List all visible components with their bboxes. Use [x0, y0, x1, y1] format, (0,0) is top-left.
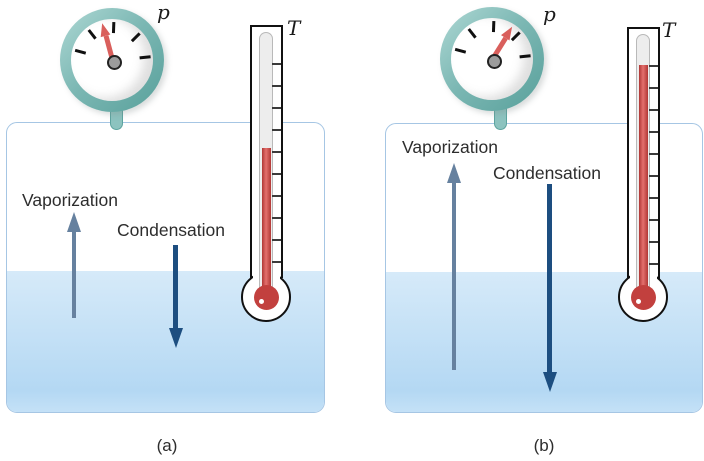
- arrow-down-head: [542, 372, 557, 392]
- thermometer-bulb-mercury: [631, 285, 656, 310]
- arrow-up-head: [447, 163, 461, 183]
- bulb-highlight: [259, 299, 264, 304]
- panel-a: Vaporization Condensation p: [0, 0, 330, 461]
- pressure-label: p: [543, 2, 556, 26]
- panel-b: Vaporization Condensation p: [377, 0, 704, 461]
- arrow-up-shaft: [451, 183, 457, 370]
- thermometer-icon: [0, 0, 330, 461]
- pressure-gauge-icon: [440, 7, 544, 111]
- vaporization-arrow-icon: [67, 212, 81, 318]
- gauge-hub: [486, 53, 502, 69]
- condensation-arrow-icon: [542, 184, 557, 392]
- gauge-hub: [106, 54, 122, 70]
- condensation-label: Condensation: [117, 220, 225, 240]
- bulb-highlight: [636, 299, 641, 304]
- temperature-label: T: [287, 16, 301, 40]
- thermometer-bulb-mercury: [254, 285, 279, 310]
- panel-caption: (a): [156, 436, 178, 455]
- condensation-label: Condensation: [493, 163, 601, 183]
- arrow-down-head: [168, 328, 183, 348]
- thermometer-mercury: [261, 148, 271, 292]
- vaporization-label: Vaporization: [22, 190, 118, 210]
- temperature-label: T: [662, 18, 676, 42]
- vaporization-label: Vaporization: [402, 137, 498, 157]
- condensation-arrow-icon: [168, 245, 183, 348]
- vaporization-arrow-icon: [447, 163, 461, 370]
- pressure-gauge-icon: [60, 8, 164, 112]
- arrow-down-shaft: [173, 245, 178, 328]
- arrow-up-shaft: [71, 232, 77, 318]
- thermometer-icon: [377, 0, 704, 461]
- pressure-label: p: [157, 0, 170, 24]
- panel-caption: (b): [533, 436, 555, 455]
- arrow-down-shaft: [547, 184, 552, 372]
- thermometer-mercury: [638, 65, 648, 292]
- arrow-up-head: [67, 212, 81, 232]
